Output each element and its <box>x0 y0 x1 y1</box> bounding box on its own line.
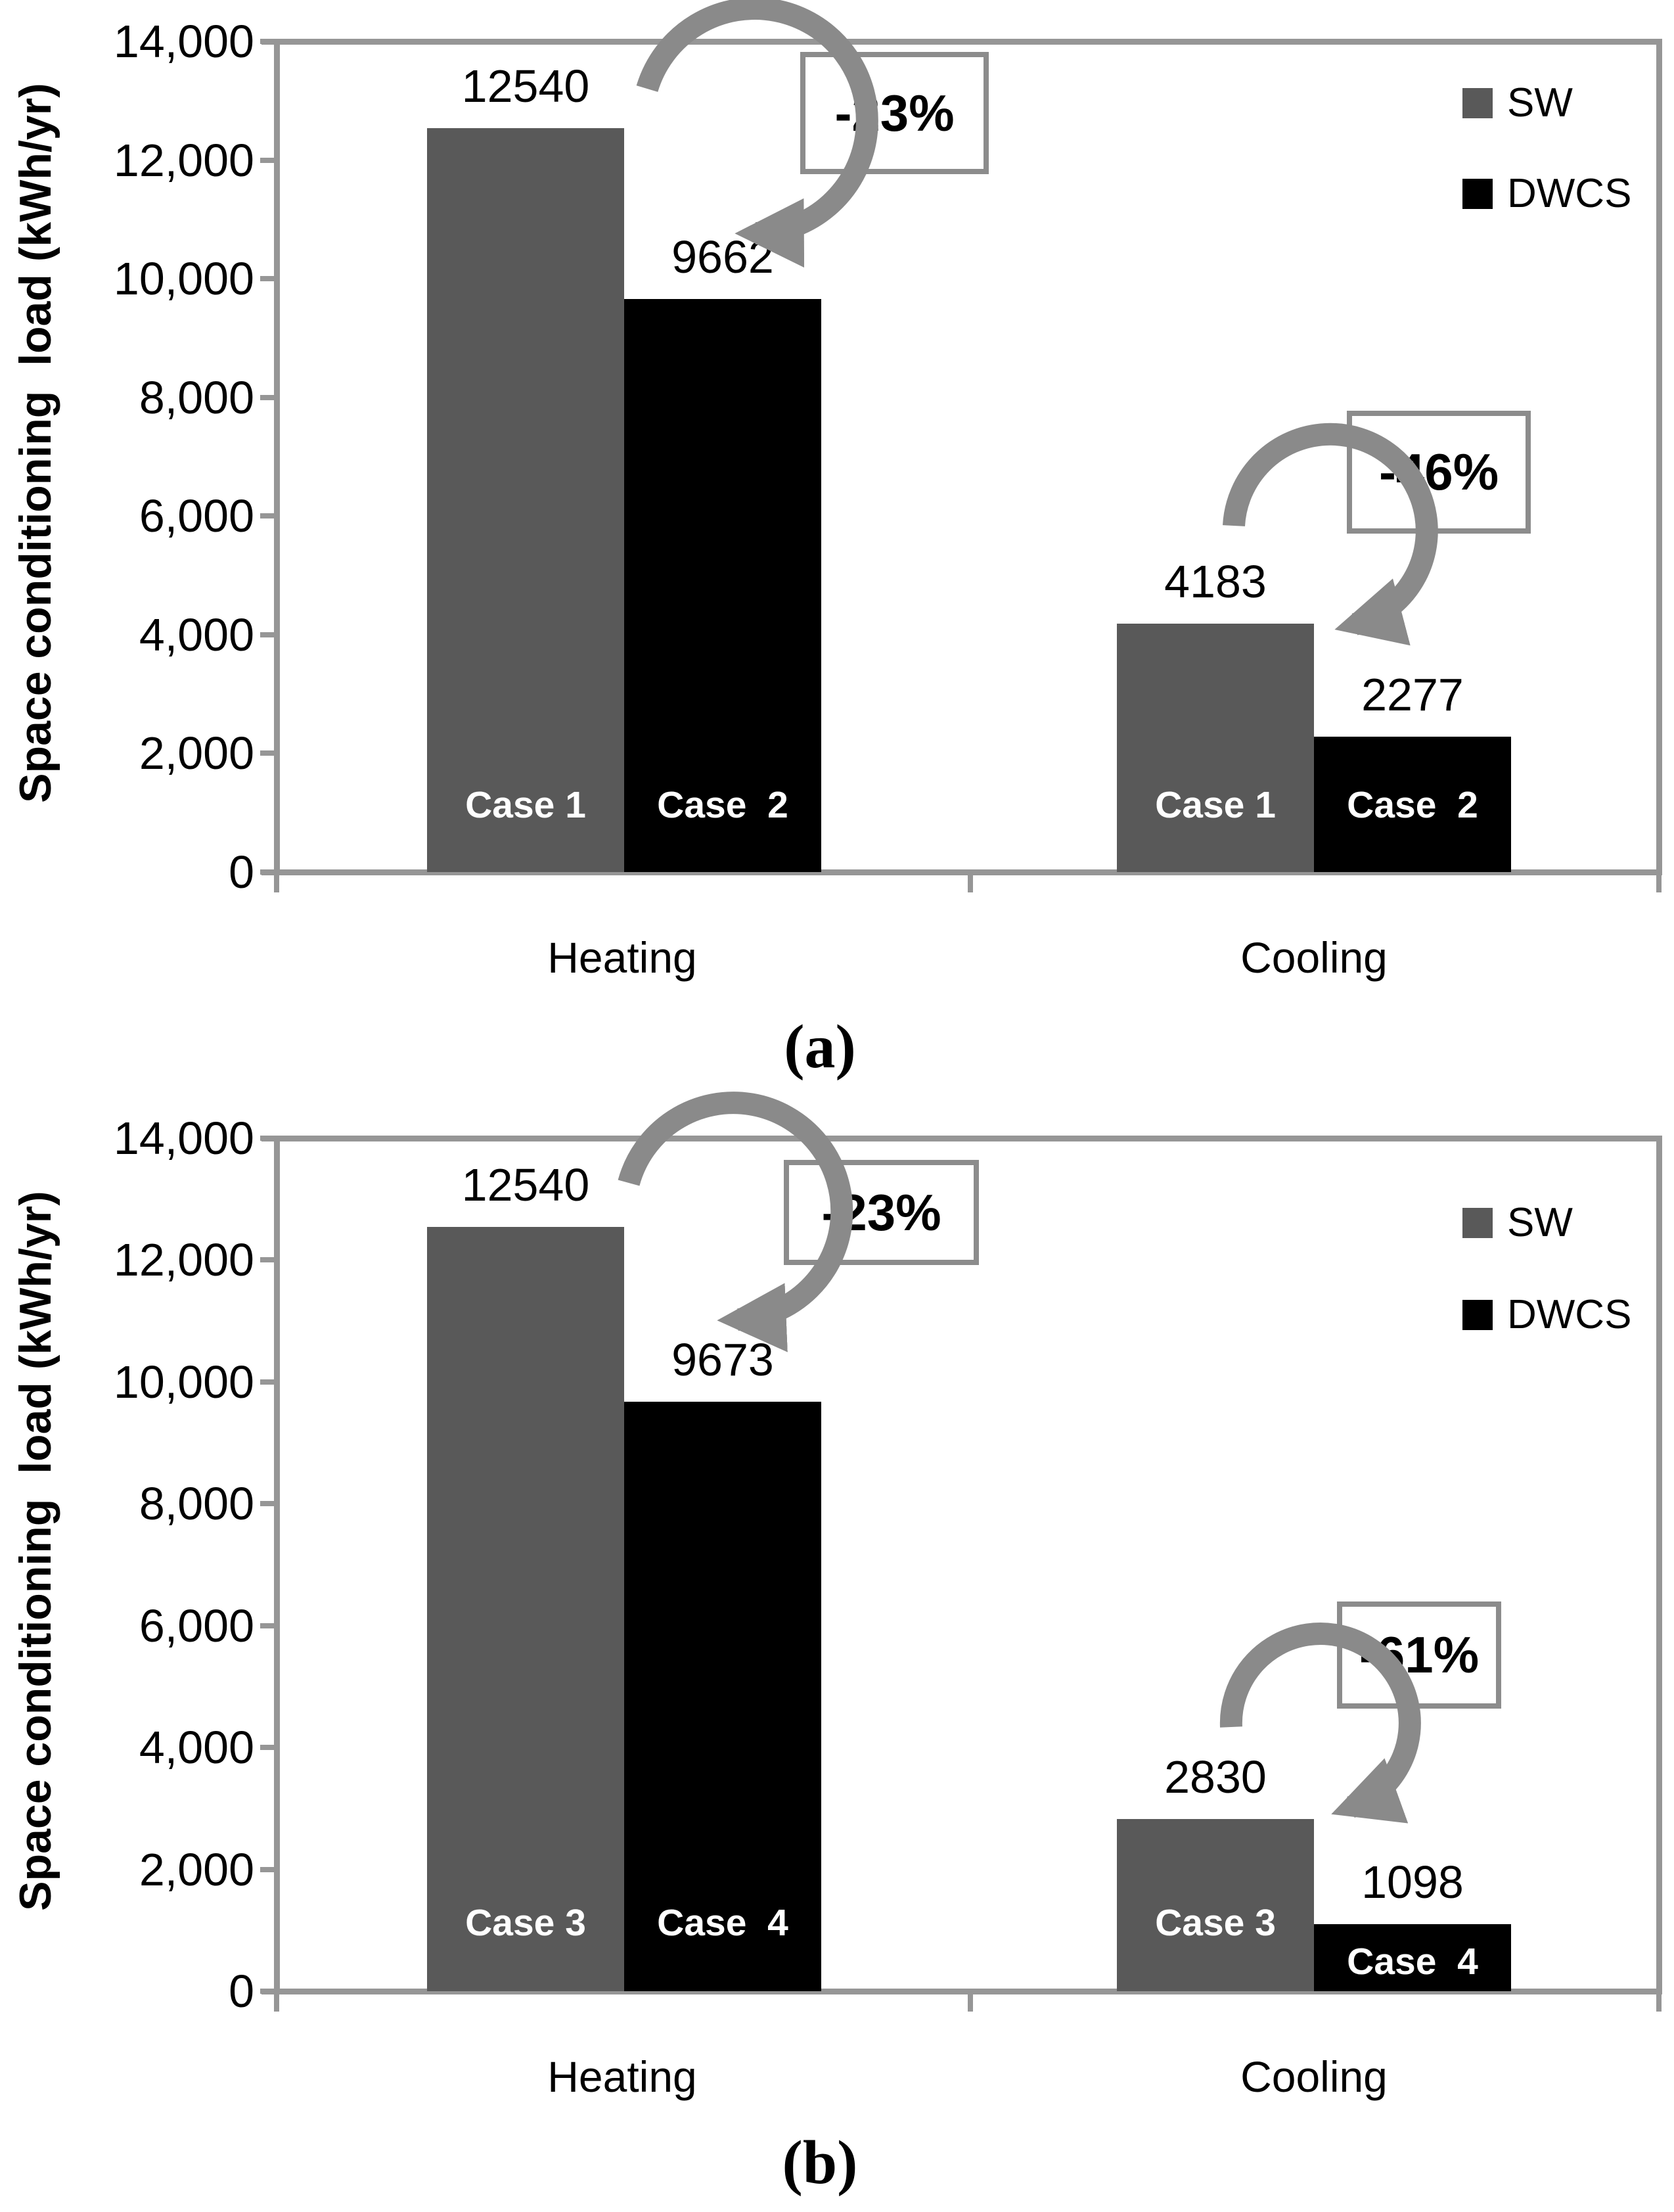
y-tick-label: 2,000 <box>139 727 254 779</box>
plot-top-border <box>261 39 1662 45</box>
bar-value-label: 12540 <box>461 60 590 112</box>
y-axis-title-b: Space conditioning load (kWh/yr) <box>11 1191 60 1911</box>
legend-label: SW <box>1507 80 1573 126</box>
bar-case-label: Case 4 <box>657 1902 788 1944</box>
bar-case-label: Case 2 <box>657 784 788 826</box>
y-tick-label: 8,000 <box>139 371 254 423</box>
x-tick <box>1656 875 1662 892</box>
bar-sw-heating <box>427 128 624 872</box>
bar-case-label: Case 3 <box>1155 1902 1276 1944</box>
bar-value-label: 4183 <box>1164 556 1267 607</box>
bar-value-label: 2830 <box>1164 1751 1267 1803</box>
plot-right-border <box>1656 1136 1662 1994</box>
bar-case-label: Case 4 <box>1347 1941 1478 1983</box>
x-axis <box>261 1989 1662 1994</box>
y-tick <box>260 1501 274 1507</box>
legend-item-sw: SW <box>1462 81 1573 125</box>
bar-value-label: 2277 <box>1361 669 1464 720</box>
subfigure-caption-b: (b) <box>782 2129 858 2197</box>
y-tick <box>260 632 274 637</box>
y-tick-label: 14,000 <box>113 16 254 67</box>
bar-sw-cooling <box>1117 624 1314 872</box>
y-tick-label: 2,000 <box>139 1843 254 1895</box>
x-axis <box>261 869 1662 875</box>
category-label-cooling-a: Cooling <box>1240 933 1388 982</box>
y-tick <box>260 869 274 875</box>
y-tick-label: 4,000 <box>139 609 254 660</box>
bar-dwcs-cooling <box>1314 1924 1511 1991</box>
category-label-heating-b: Heating <box>547 2052 697 2101</box>
bar-dwcs-heating <box>624 1402 821 1991</box>
y-tick-label: 6,000 <box>139 490 254 542</box>
bar-sw-cooling <box>1117 1819 1314 1991</box>
y-tick-label: 8,000 <box>139 1478 254 1530</box>
legend-label: SW <box>1507 1200 1573 1245</box>
y-tick <box>260 1623 274 1628</box>
y-tick <box>260 1745 274 1751</box>
y-tick-label: 0 <box>229 1966 254 2017</box>
x-tick <box>274 1994 279 2012</box>
y-tick <box>260 1379 274 1385</box>
y-axis <box>274 1136 280 1994</box>
bar-case-label: Case 2 <box>1347 784 1478 826</box>
legend-label: DWCS <box>1507 1292 1632 1337</box>
bar-value-label: 9673 <box>671 1334 774 1385</box>
legend-item-dwcs: DWCS <box>1462 172 1631 216</box>
y-tick-label: 12,000 <box>113 134 254 186</box>
y-tick-label: 10,000 <box>113 253 254 305</box>
bar-value-label: 12540 <box>461 1159 590 1210</box>
category-label-heating-a: Heating <box>547 933 697 982</box>
y-tick-label: 10,000 <box>113 1356 254 1408</box>
y-tick-label: 4,000 <box>139 1722 254 1774</box>
y-tick-label: 0 <box>229 846 254 898</box>
annotation-box--23%: -23% <box>784 1160 979 1265</box>
plot-top-border <box>261 1136 1662 1141</box>
y-tick <box>260 750 274 756</box>
y-tick <box>260 39 274 44</box>
bar-sw-heating <box>427 1227 624 1991</box>
annotation-box--46%: -46% <box>1347 411 1531 534</box>
y-tick-label: 6,000 <box>139 1600 254 1651</box>
plot-right-border <box>1656 39 1662 875</box>
y-tick <box>260 1257 274 1263</box>
x-tick <box>968 875 973 892</box>
category-label-cooling-b: Cooling <box>1240 2052 1388 2101</box>
bar-value-label: 1098 <box>1361 1856 1464 1908</box>
bar-case-label: Case 1 <box>465 784 586 826</box>
legend-swatch-sw <box>1462 88 1493 118</box>
bar-value-label: 9662 <box>671 231 774 283</box>
y-axis-title-a: Space conditioning load (kWh/yr) <box>11 83 60 803</box>
legend-item-dwcs: DWCS <box>1462 1293 1631 1337</box>
y-tick <box>260 1989 274 1994</box>
legend-item-sw: SW <box>1462 1201 1573 1245</box>
x-tick <box>1656 1994 1662 2012</box>
bar-dwcs-cooling <box>1314 737 1511 872</box>
x-tick <box>968 1994 973 2012</box>
y-axis <box>274 39 280 875</box>
bar-case-label: Case 1 <box>1155 784 1276 826</box>
y-tick-label: 12,000 <box>113 1234 254 1286</box>
y-tick <box>260 513 274 519</box>
legend-swatch-dwcs <box>1462 1300 1493 1330</box>
legend-swatch-sw <box>1462 1208 1493 1238</box>
bar-dwcs-heating <box>624 299 821 872</box>
x-tick <box>274 875 279 892</box>
annotation-box--61%: -61% <box>1337 1601 1501 1709</box>
legend-label: DWCS <box>1507 171 1632 216</box>
legend-swatch-dwcs <box>1462 179 1493 209</box>
y-tick <box>260 1136 274 1141</box>
annotation-box--23%: -23% <box>800 52 989 174</box>
subfigure-caption-a: (a) <box>784 1013 856 1081</box>
y-tick <box>260 394 274 400</box>
y-tick <box>260 1866 274 1872</box>
bar-case-label: Case 3 <box>465 1902 586 1944</box>
y-tick <box>260 157 274 163</box>
y-tick-label: 14,000 <box>113 1113 254 1164</box>
y-tick <box>260 276 274 282</box>
